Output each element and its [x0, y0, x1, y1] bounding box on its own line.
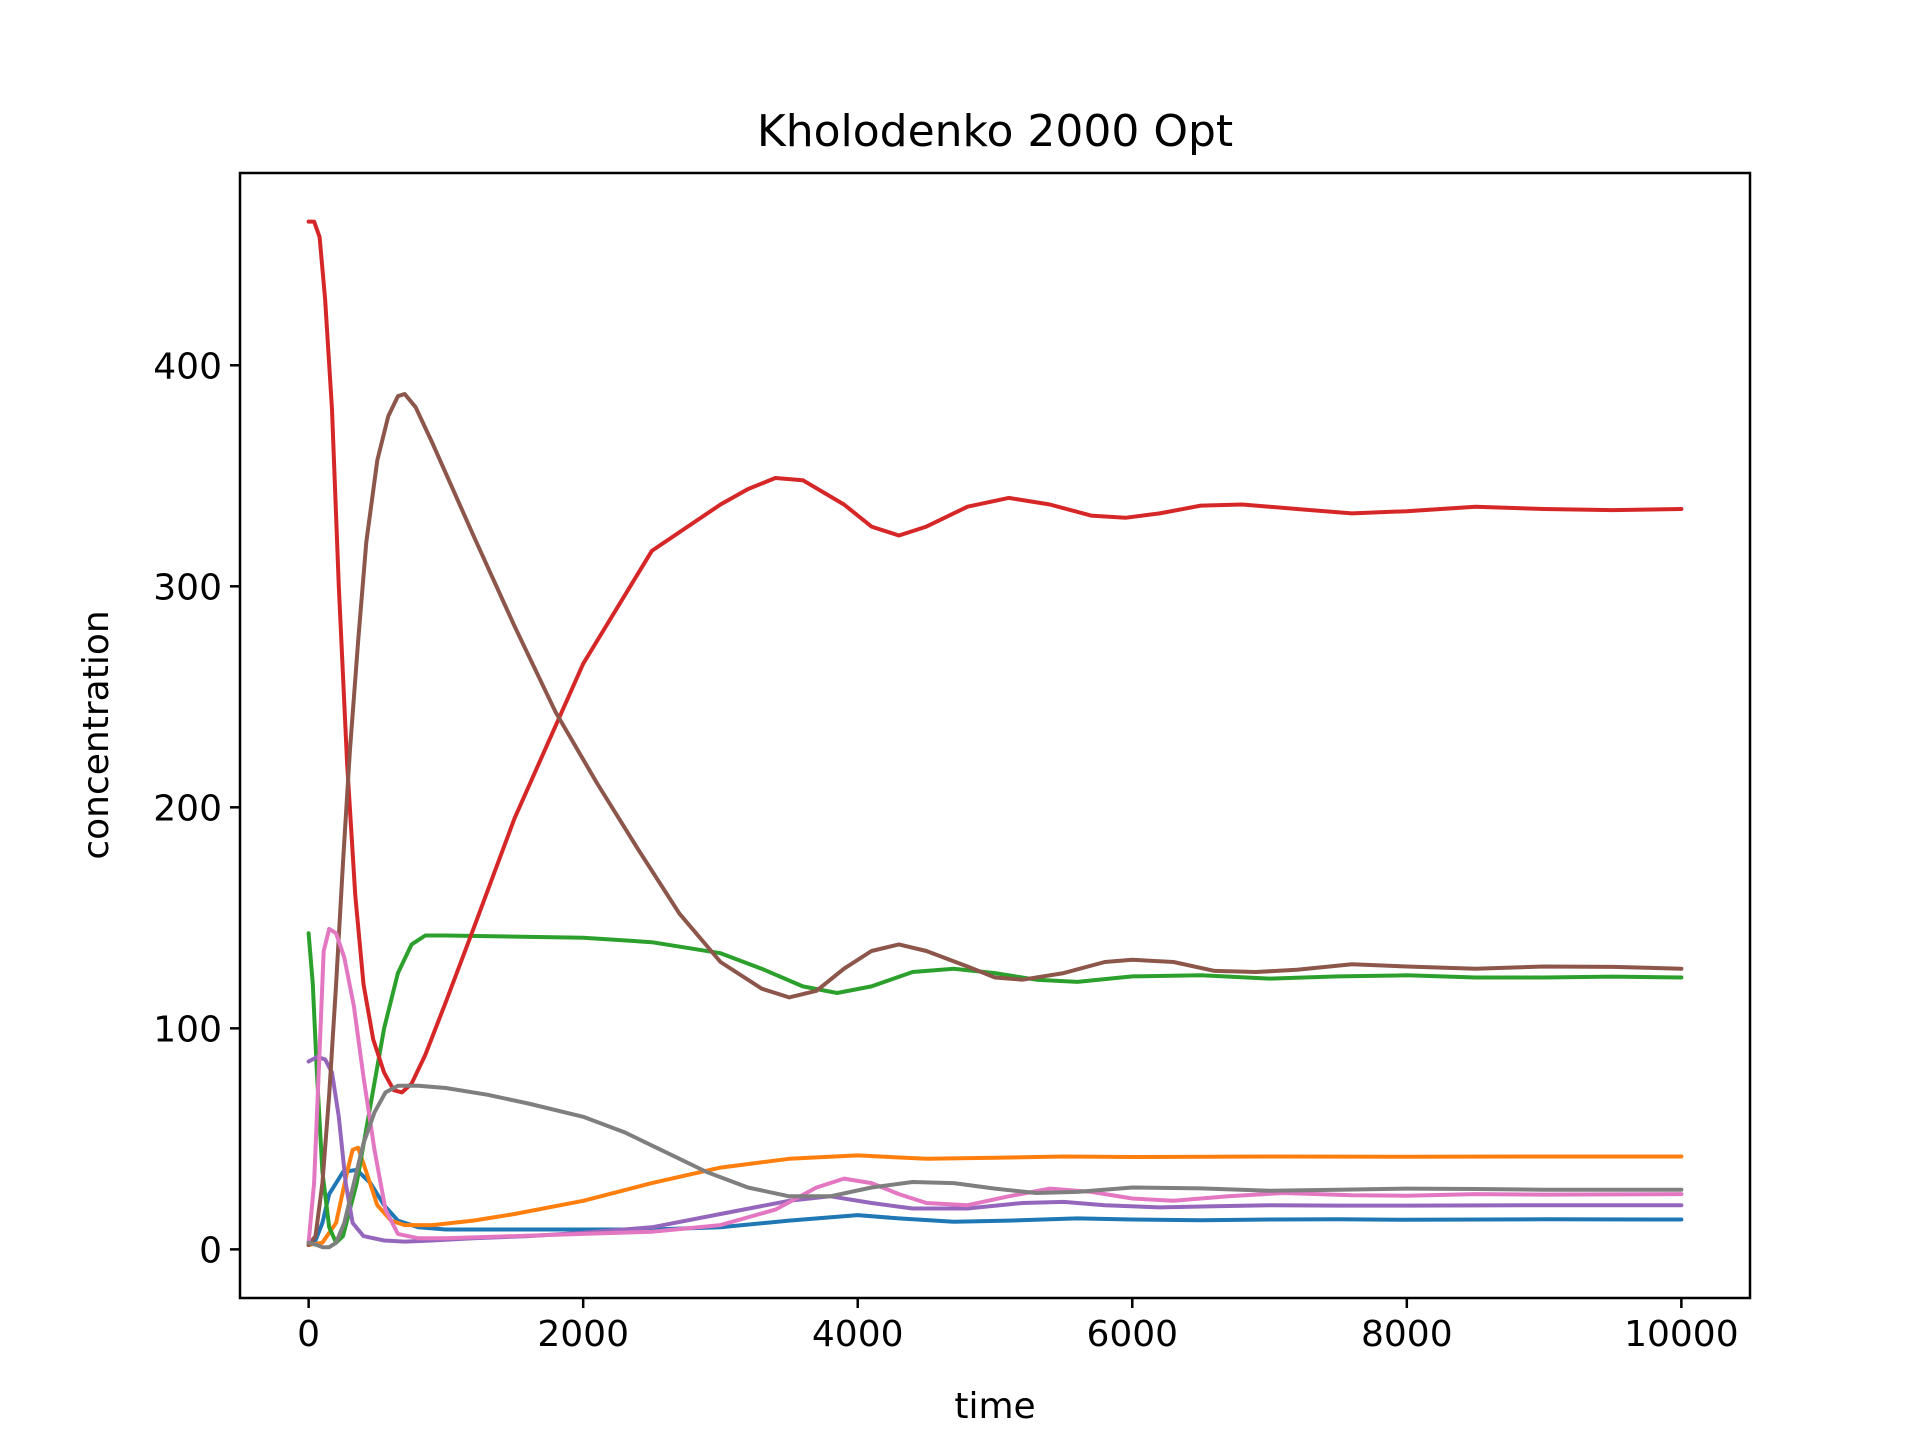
- series-line-7: [306, 926, 1684, 1245]
- x-tick-label: 10000: [1624, 1314, 1739, 1355]
- x-axis-ticks: 0 2000 4000 6000 8000 10000: [297, 1298, 1739, 1355]
- x-tick-label: 8000: [1361, 1314, 1453, 1355]
- y-axis-label: concentration: [76, 610, 117, 859]
- series-line-5: [306, 1055, 1684, 1244]
- x-tick-label: 6000: [1086, 1314, 1178, 1355]
- y-tick-label: 0: [199, 1230, 222, 1271]
- plot-frame: [238, 171, 1752, 1300]
- series-layer: [306, 219, 1684, 1250]
- chart-title: Kholodenko 2000 Opt: [757, 106, 1233, 157]
- x-tick-label: 0: [297, 1314, 320, 1355]
- y-tick-label: 100: [153, 1009, 222, 1050]
- series-line-8: [306, 1083, 1684, 1250]
- y-tick-label: 300: [153, 567, 222, 608]
- series-line-4: [306, 219, 1684, 1095]
- y-axis-ticks: 0 100 200 300 400: [153, 346, 240, 1271]
- series-line-3: [306, 931, 1684, 1245]
- x-tick-label: 4000: [812, 1314, 904, 1355]
- y-tick-label: 400: [153, 346, 222, 387]
- x-tick-label: 2000: [537, 1314, 629, 1355]
- series-line-6: [306, 392, 1684, 1247]
- y-tick-label: 200: [153, 788, 222, 829]
- series-line-2: [306, 1145, 1684, 1247]
- x-axis-label: time: [954, 1386, 1035, 1427]
